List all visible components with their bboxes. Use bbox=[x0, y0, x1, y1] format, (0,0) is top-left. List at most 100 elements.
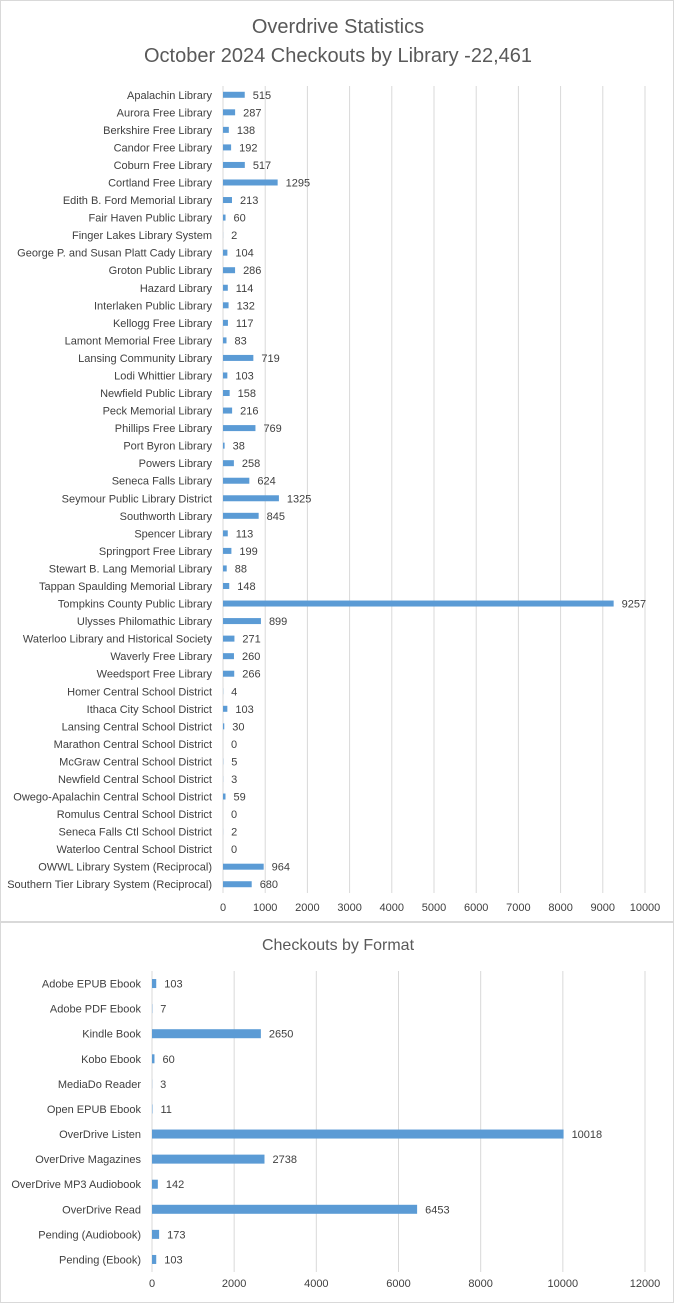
category-label: Adobe PDF Ebook bbox=[50, 1004, 142, 1016]
category-label: Cortland Free Library bbox=[108, 177, 212, 189]
bar bbox=[223, 127, 229, 133]
bar bbox=[223, 636, 234, 642]
chart-subtitle: October 2024 Checkouts by Library -22,46… bbox=[144, 45, 532, 67]
data-label: 1325 bbox=[287, 493, 311, 505]
bar bbox=[152, 1155, 264, 1164]
bar bbox=[223, 197, 232, 203]
category-label: Seymour Public Library District bbox=[62, 493, 212, 505]
data-label: 216 bbox=[240, 406, 258, 418]
data-label: 103 bbox=[235, 704, 253, 716]
data-label: 287 bbox=[243, 107, 261, 119]
bar bbox=[223, 355, 253, 361]
category-label: Pending (Ebook) bbox=[59, 1254, 141, 1266]
data-label: 0 bbox=[231, 739, 237, 751]
data-label: 199 bbox=[239, 546, 257, 558]
category-label: Aurora Free Library bbox=[117, 107, 213, 119]
category-label: Marathon Central School District bbox=[54, 739, 212, 751]
category-label: Homer Central School District bbox=[67, 686, 212, 698]
category-label: Kobo Ebook bbox=[81, 1054, 141, 1066]
bar bbox=[152, 1255, 156, 1264]
bar bbox=[152, 1205, 417, 1214]
bar bbox=[223, 565, 227, 571]
category-label: Interlaken Public Library bbox=[94, 300, 213, 312]
x-tick-label: 1000 bbox=[253, 902, 277, 914]
data-label: 899 bbox=[269, 616, 287, 628]
data-label: 142 bbox=[166, 1179, 184, 1191]
data-label: 2738 bbox=[272, 1154, 296, 1166]
data-label: 515 bbox=[253, 90, 271, 102]
x-tick-label: 6000 bbox=[386, 1278, 410, 1290]
category-label: Newfield Central School District bbox=[58, 774, 212, 786]
category-label: Pending (Audiobook) bbox=[38, 1229, 141, 1241]
category-label: OverDrive Read bbox=[62, 1204, 141, 1216]
category-label: Candor Free Library bbox=[114, 142, 213, 154]
x-tick-label: 3000 bbox=[337, 902, 361, 914]
category-label: Adobe EPUB Ebook bbox=[42, 979, 142, 991]
data-label: 271 bbox=[242, 634, 260, 646]
category-label: Hazard Library bbox=[140, 283, 213, 295]
data-label: 258 bbox=[242, 458, 260, 470]
data-label: 5 bbox=[231, 756, 237, 768]
data-label: 38 bbox=[233, 441, 245, 453]
data-label: 158 bbox=[238, 388, 256, 400]
data-label: 60 bbox=[162, 1054, 174, 1066]
data-label: 113 bbox=[236, 528, 254, 540]
category-label: Port Byron Library bbox=[123, 441, 212, 453]
data-label: 3 bbox=[231, 774, 237, 786]
category-label: Berkshire Free Library bbox=[103, 125, 212, 137]
category-label: Spencer Library bbox=[134, 528, 212, 540]
bar bbox=[223, 583, 229, 589]
chart-title: Overdrive Statistics bbox=[252, 16, 424, 38]
data-label: 6453 bbox=[425, 1204, 449, 1216]
category-label: McGraw Central School District bbox=[59, 756, 212, 768]
bar bbox=[223, 443, 225, 449]
data-label: 2650 bbox=[269, 1029, 293, 1041]
category-label: Peck Memorial Library bbox=[103, 406, 213, 418]
category-label: Phillips Free Library bbox=[115, 423, 213, 435]
category-label: Owego-Apalachin Central School District bbox=[13, 792, 212, 804]
bar bbox=[152, 1054, 154, 1063]
category-label: MediaDo Reader bbox=[58, 1079, 141, 1091]
x-tick-label: 12000 bbox=[630, 1278, 661, 1290]
data-label: 103 bbox=[164, 979, 182, 991]
bar bbox=[223, 408, 232, 414]
category-label: Waverly Free Library bbox=[110, 651, 212, 663]
bar bbox=[223, 425, 255, 431]
library-checkouts-chart: Overdrive Statistics October 2024 Checko… bbox=[1, 1, 674, 923]
category-label: Ulysses Philomathic Library bbox=[77, 616, 213, 628]
bar bbox=[223, 653, 234, 659]
bar bbox=[223, 881, 252, 887]
data-label: 103 bbox=[235, 370, 253, 382]
category-label: Lamont Memorial Free Library bbox=[65, 335, 213, 347]
bar bbox=[223, 337, 227, 343]
category-label: Romulus Central School District bbox=[57, 809, 212, 821]
bar bbox=[223, 372, 227, 378]
data-label: 7 bbox=[160, 1004, 166, 1016]
data-label: 845 bbox=[267, 511, 285, 523]
x-tick-label: 2000 bbox=[222, 1278, 246, 1290]
bar bbox=[152, 1130, 564, 1139]
data-label: 59 bbox=[233, 792, 245, 804]
bar bbox=[223, 723, 224, 729]
category-label: Weedsport Free Library bbox=[97, 669, 213, 681]
data-label: 138 bbox=[237, 125, 255, 137]
bar bbox=[152, 1029, 261, 1038]
bar bbox=[223, 548, 231, 554]
category-label: Groton Public Library bbox=[109, 265, 213, 277]
bar bbox=[223, 864, 264, 870]
category-label: Kellogg Free Library bbox=[113, 318, 213, 330]
bar bbox=[223, 109, 235, 115]
bar bbox=[223, 250, 227, 256]
bar bbox=[223, 495, 279, 501]
x-tick-label: 0 bbox=[220, 902, 226, 914]
bar bbox=[223, 460, 234, 466]
x-tick-label: 2000 bbox=[295, 902, 319, 914]
data-label: 132 bbox=[237, 300, 255, 312]
bar bbox=[223, 618, 261, 624]
data-label: 117 bbox=[236, 318, 254, 330]
category-label: Fair Haven Public Library bbox=[89, 213, 213, 225]
category-label: Lansing Central School District bbox=[62, 721, 212, 733]
category-label: Tompkins County Public Library bbox=[58, 599, 213, 611]
category-label: Lansing Community Library bbox=[78, 353, 212, 365]
